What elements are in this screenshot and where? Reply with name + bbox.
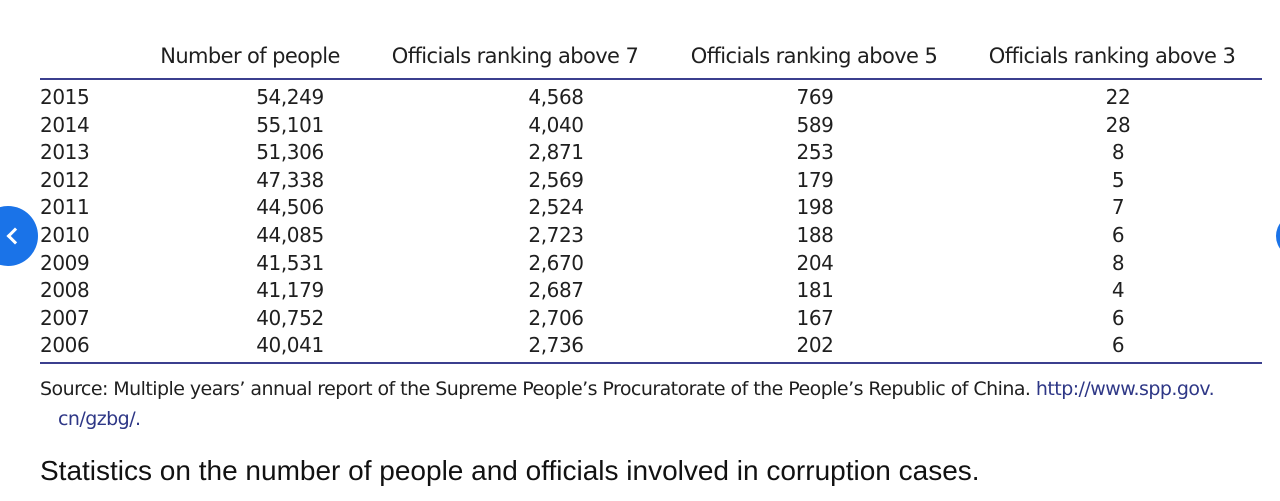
table-row: 2010 44,085 2,723 188 6 xyxy=(40,222,1262,250)
table-row: 2012 47,338 2,569 179 5 xyxy=(40,167,1262,195)
value-cell: 2,687 xyxy=(528,278,584,303)
value-cell: 40,752 xyxy=(256,305,324,330)
table-row: 2007 40,752 2,706 167 6 xyxy=(40,305,1262,333)
value-cell: 47,338 xyxy=(256,167,324,192)
value-cell: 4,568 xyxy=(528,85,584,109)
header-officials-above-3: Officials ranking above 3 xyxy=(988,44,1236,68)
header-number-of-people: Number of people xyxy=(160,44,340,68)
value-cell: 7 xyxy=(1111,195,1125,220)
value-cell: 198 xyxy=(796,195,834,220)
figure-caption: Statistics on the number of people and o… xyxy=(40,455,980,486)
value-cell: 2,569 xyxy=(528,167,584,192)
table-row: 2013 51,306 2,871 253 8 xyxy=(40,139,1262,167)
value-cell: 188 xyxy=(796,222,834,247)
table-row: 2006 40,041 2,736 202 6 xyxy=(40,332,1262,360)
value-cell: 181 xyxy=(796,278,834,303)
previous-button[interactable] xyxy=(0,206,38,266)
value-cell: 167 xyxy=(796,305,834,330)
value-cell: 253 xyxy=(796,140,834,165)
year-cell: 2010 xyxy=(40,222,90,247)
header-officials-above-5: Officials ranking above 5 xyxy=(690,44,938,68)
year-cell: 2008 xyxy=(40,278,90,303)
source-note: Source: Multiple years’ annual report of… xyxy=(40,374,1270,434)
value-cell: 2,670 xyxy=(528,250,584,275)
value-cell: 6 xyxy=(1111,333,1125,358)
value-cell: 8 xyxy=(1111,140,1125,165)
value-cell: 4 xyxy=(1111,278,1125,303)
value-cell: 41,179 xyxy=(256,278,324,303)
value-cell: 44,506 xyxy=(256,195,324,220)
value-cell: 204 xyxy=(796,250,834,275)
source-text: Source: Multiple years’ annual report of… xyxy=(40,378,1036,400)
value-cell: 2,723 xyxy=(528,222,584,247)
value-cell: 28 xyxy=(1105,112,1131,137)
value-cell: 2,524 xyxy=(528,195,584,220)
chevron-left-icon xyxy=(6,227,24,245)
value-cell: 2,736 xyxy=(528,333,584,358)
year-cell: 2006 xyxy=(40,333,90,358)
value-cell: 179 xyxy=(796,167,834,192)
year-cell: 2007 xyxy=(40,305,90,330)
source-suffix: . xyxy=(135,408,141,430)
table-row: 2014 55,101 4,040 589 28 xyxy=(40,112,1262,140)
table-header-row: Number of people Officials ranking above… xyxy=(40,42,1262,78)
value-cell: 6 xyxy=(1111,222,1125,247)
value-cell: 8 xyxy=(1111,250,1125,275)
value-cell: 22 xyxy=(1105,85,1131,109)
year-cell: 2012 xyxy=(40,167,90,192)
value-cell: 54,249 xyxy=(256,85,324,109)
bottom-rule xyxy=(40,362,1262,364)
next-button[interactable] xyxy=(1276,214,1280,258)
header-rule xyxy=(40,78,1262,80)
value-cell: 589 xyxy=(796,112,834,137)
year-cell: 2011 xyxy=(40,195,90,220)
value-cell: 5 xyxy=(1111,167,1125,192)
year-cell: 2014 xyxy=(40,112,90,137)
table-row: 2011 44,506 2,524 198 7 xyxy=(40,194,1262,222)
value-cell: 44,085 xyxy=(256,222,324,247)
value-cell: 6 xyxy=(1111,305,1125,330)
value-cell: 41,531 xyxy=(256,250,324,275)
value-cell: 202 xyxy=(796,333,834,358)
table-row: 2008 41,179 2,687 181 4 xyxy=(40,277,1262,305)
value-cell: 55,101 xyxy=(256,112,324,137)
source-link-part2: cn/gzbg/ xyxy=(58,408,136,430)
value-cell: 2,706 xyxy=(528,305,584,330)
corruption-statistics-table: Number of people Officials ranking above… xyxy=(40,42,1262,364)
value-cell: 769 xyxy=(796,85,834,109)
source-link-part1: http://www.spp.gov. xyxy=(1035,378,1215,400)
value-cell: 4,040 xyxy=(528,112,584,137)
header-officials-above-7: Officials ranking above 7 xyxy=(391,44,639,68)
value-cell: 2,871 xyxy=(528,140,584,165)
table-body: 2015 54,249 4,568 769 22 2014 55,101 4,040 589 28… xyxy=(40,84,1262,360)
value-cell: 40,041 xyxy=(256,333,324,358)
value-cell: 51,306 xyxy=(256,140,324,165)
table-row: 2009 41,531 2,670 204 8 xyxy=(40,250,1262,278)
year-cell: 2015 xyxy=(40,85,90,109)
table-row: 2015 54,249 4,568 769 22 xyxy=(40,84,1262,112)
source-link[interactable]: http://www.spp.gov. cn/gzbg/. xyxy=(40,378,1270,434)
year-cell: 2013 xyxy=(40,140,90,165)
year-cell: 2009 xyxy=(40,250,90,275)
